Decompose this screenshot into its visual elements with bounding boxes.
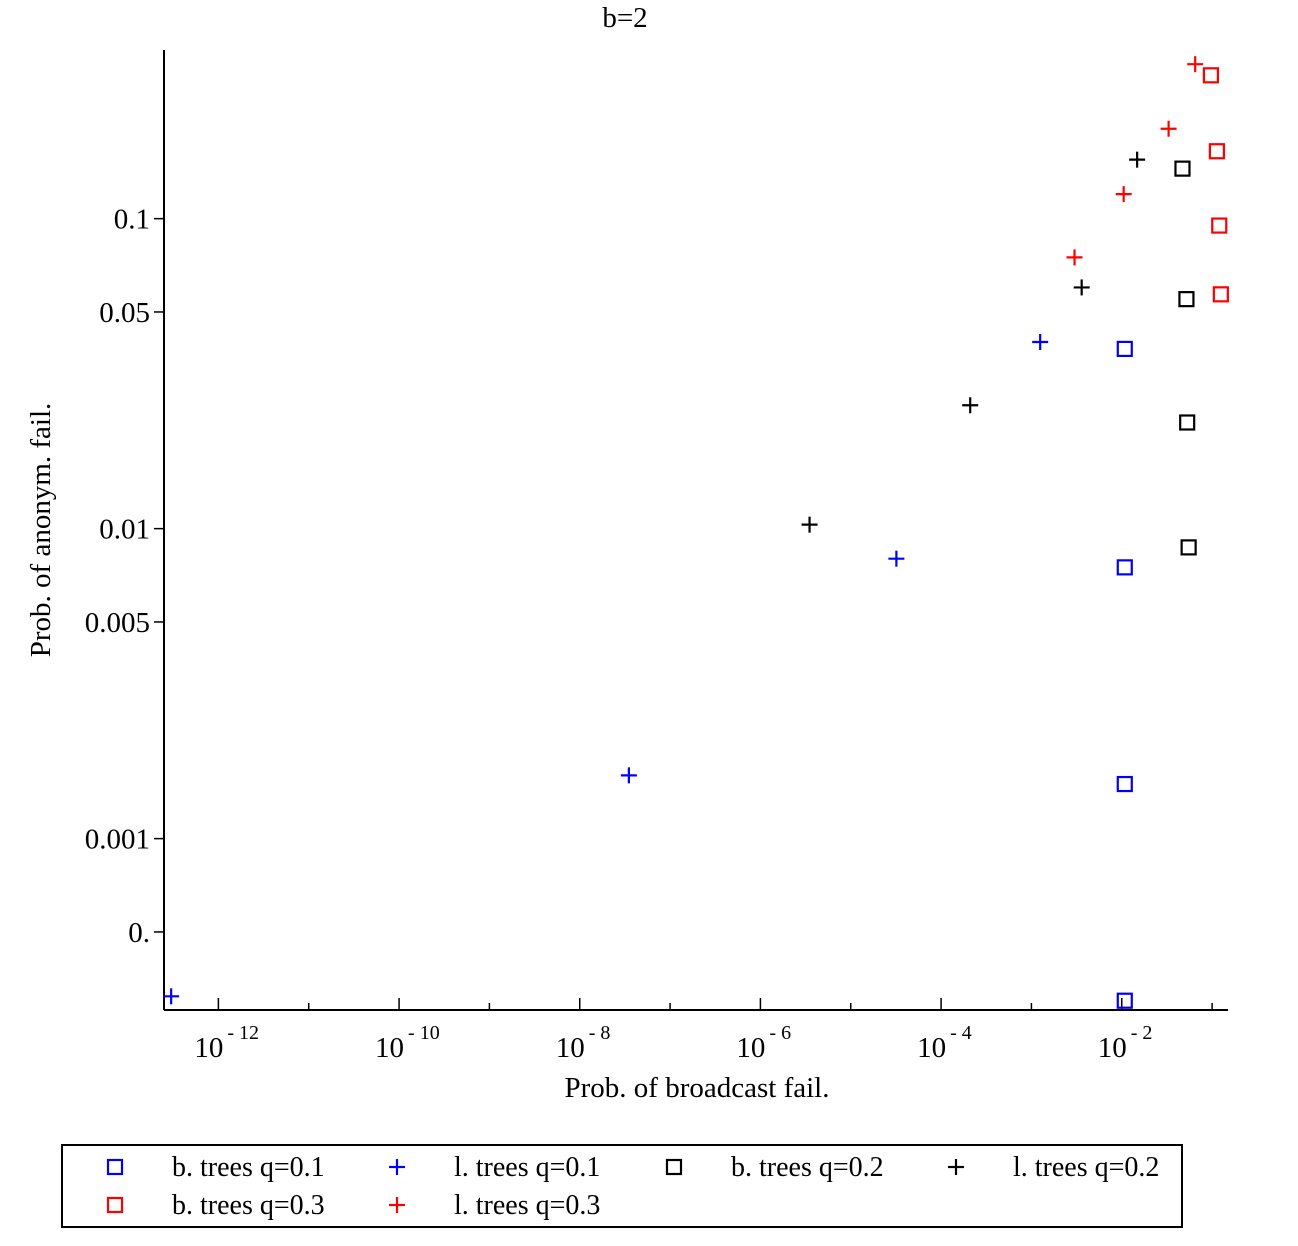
legend-marker-cross xyxy=(389,1197,405,1213)
data-point-square xyxy=(1116,775,1133,793)
data-point-square xyxy=(1208,143,1225,160)
data-point-cross xyxy=(620,767,637,784)
data-point-cross xyxy=(1129,151,1146,168)
y-tick-label: 0.05 xyxy=(99,297,150,329)
legend-label: b. trees q=0.1 xyxy=(172,1152,325,1183)
legend-label: l. trees q=0.3 xyxy=(454,1190,600,1221)
legend: b. trees q=0.1 l. trees q=0.1 b. trees q=0… xyxy=(61,1144,1183,1228)
data-point-square xyxy=(1180,539,1197,556)
data-point-square xyxy=(1174,160,1191,177)
legend-label: l. trees q=0.1 xyxy=(454,1152,600,1183)
legend-marker-cross xyxy=(389,1159,405,1175)
legend-marker-cross xyxy=(948,1159,964,1175)
y-tick-label: 0. xyxy=(128,917,150,949)
legend-label: b. trees q=0.2 xyxy=(731,1152,884,1183)
data-point-cross xyxy=(801,516,818,533)
data-point-square xyxy=(1178,291,1195,308)
data-point-cross xyxy=(1160,120,1177,137)
data-point-square xyxy=(1116,559,1133,576)
data-point-square xyxy=(1202,67,1219,84)
x-tick-exponent: - 2 xyxy=(1131,1022,1153,1044)
data-point-cross xyxy=(163,988,180,1005)
x-tick-exponent: - 10 xyxy=(408,1022,440,1044)
x-tick-label: 10 xyxy=(1098,1032,1127,1064)
x-tick-exponent: - 12 xyxy=(227,1022,259,1044)
data-point-cross xyxy=(1066,249,1083,266)
x-axis-label: Prob. of broadcast fail. xyxy=(565,1072,830,1104)
legend-marker-square xyxy=(106,1158,124,1176)
data-point-cross xyxy=(888,550,905,567)
x-tick-exponent: - 4 xyxy=(950,1022,972,1044)
chart-title: b=2 xyxy=(602,2,647,34)
axes xyxy=(163,50,1228,1011)
legend-marker-square xyxy=(665,1158,683,1176)
data-point-cross xyxy=(1187,56,1204,73)
legend-box xyxy=(61,1144,1183,1228)
x-tick-exponent: - 8 xyxy=(589,1022,611,1044)
x-tick-label: 10 xyxy=(194,1032,223,1064)
data-point-cross xyxy=(1115,186,1132,203)
data-point-square xyxy=(1211,217,1228,234)
data-point-square xyxy=(1179,414,1196,431)
data-points xyxy=(163,56,1229,1009)
legend-label: b. trees q=0.3 xyxy=(172,1190,325,1221)
y-axis-ticks: 0.1 0.05 0.01 0.005 0.001 0. xyxy=(85,204,164,949)
data-point-square xyxy=(1212,286,1229,303)
data-point-cross xyxy=(1032,334,1049,351)
legend-items: b. trees q=0.1 l. trees q=0.1 b. trees q=0… xyxy=(106,1152,1159,1221)
y-tick-label: 0.001 xyxy=(85,824,150,856)
x-tick-label: 10 xyxy=(556,1032,585,1064)
data-point-square xyxy=(1116,992,1133,1009)
y-axis-label: Prob. of anonym. fail. xyxy=(25,403,57,658)
y-tick-label: 0.1 xyxy=(114,204,150,236)
x-tick-label: 10 xyxy=(736,1032,765,1064)
y-tick-label: 0.005 xyxy=(85,607,150,639)
legend-label: l. trees q=0.2 xyxy=(1013,1152,1159,1183)
legend-marker-square xyxy=(106,1196,124,1214)
y-tick-label: 0.01 xyxy=(99,514,150,546)
x-tick-exponent: - 6 xyxy=(769,1022,791,1044)
x-tick-label: 10 xyxy=(917,1032,946,1064)
data-point-cross xyxy=(962,397,979,414)
x-axis-ticks: 10- 12 10- 10 10- 8 10- 6 10- 4 10- 2 xyxy=(194,998,1213,1064)
data-point-cross xyxy=(1073,279,1090,296)
x-tick-label: 10 xyxy=(375,1032,404,1064)
data-point-square xyxy=(1116,340,1133,358)
